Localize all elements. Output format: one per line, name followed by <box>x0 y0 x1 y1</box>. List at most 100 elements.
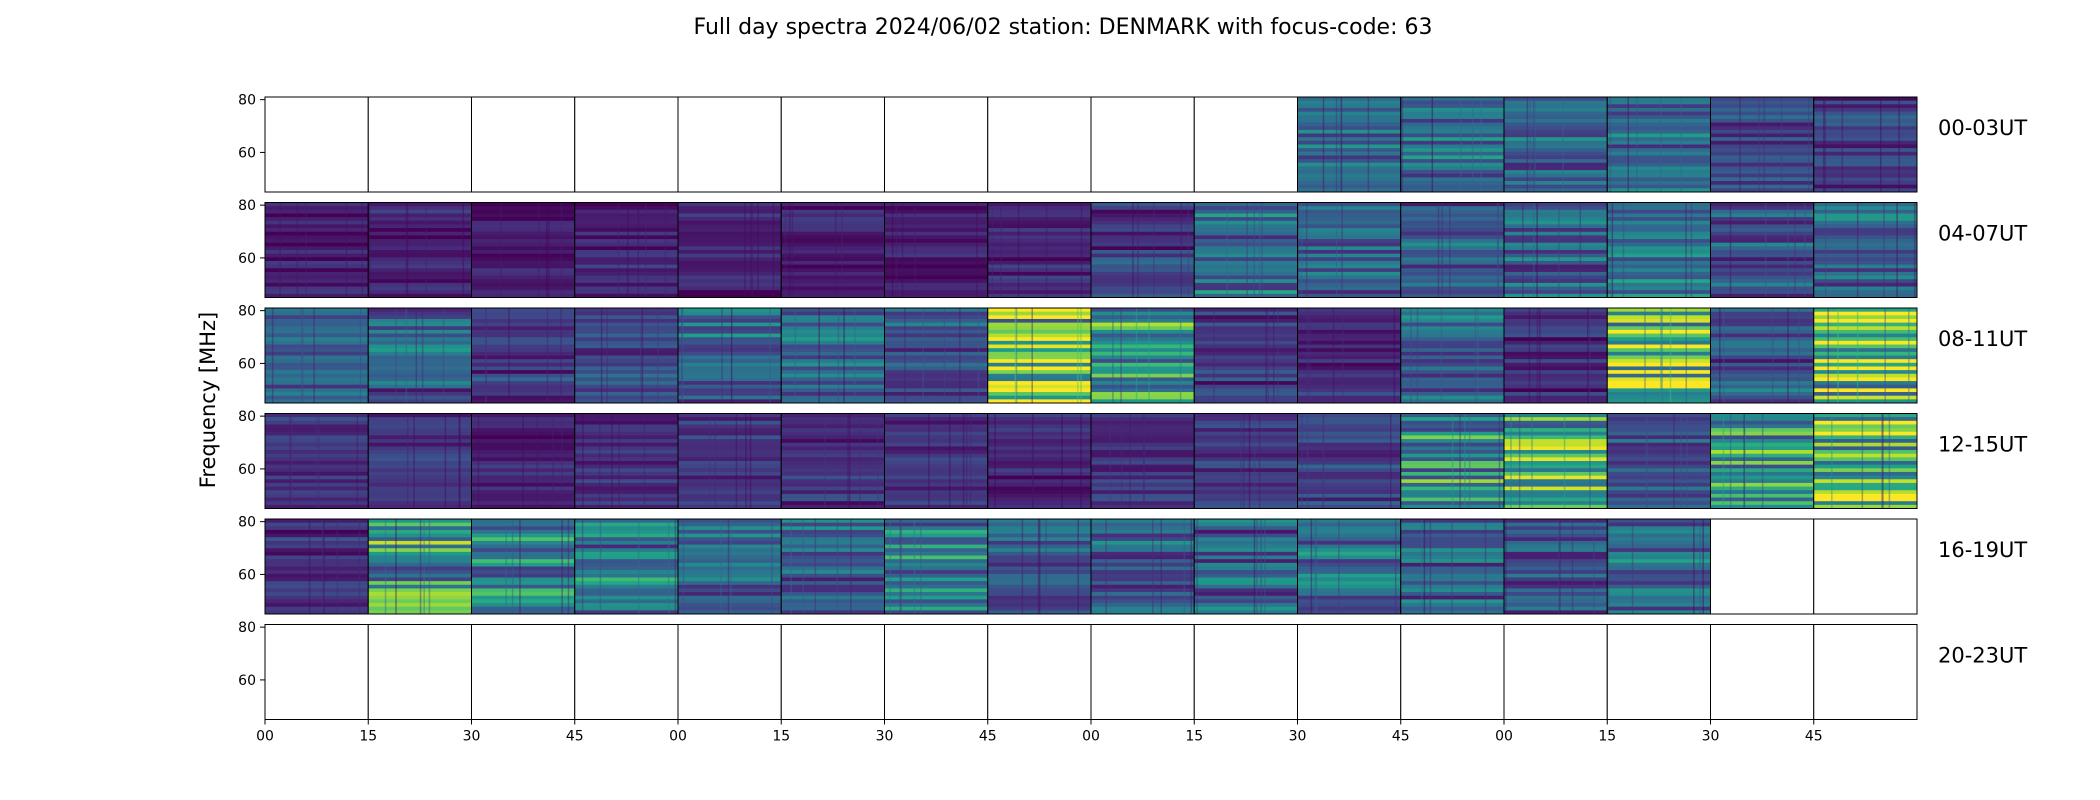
spectrum-band <box>1400 107 1504 113</box>
spectrum-band <box>884 377 988 382</box>
spectrum-band <box>1297 584 1401 589</box>
spectrum-band <box>781 471 885 477</box>
spectrum-band <box>368 435 472 440</box>
spectrum-band <box>1607 282 1711 287</box>
spectrum-panel <box>367 624 472 720</box>
y-tick-label: 80 <box>238 93 256 109</box>
spectrum-band <box>1813 290 1917 295</box>
spectrum-band <box>265 562 369 567</box>
spectrum-streak <box>1807 97 1810 192</box>
spectrum-band <box>678 592 782 597</box>
spectrum-band <box>368 453 472 458</box>
spectrum-streak <box>1758 97 1760 192</box>
spectrum-band <box>1400 417 1504 422</box>
spectrum-band <box>471 362 575 367</box>
spectrum-band <box>1710 431 1814 436</box>
spectrum-band <box>1091 599 1195 604</box>
spectrum-band <box>1607 588 1711 593</box>
spectrum-band <box>781 293 885 298</box>
spectrum-band <box>678 471 782 477</box>
empty-panel-bg <box>1504 624 1608 720</box>
spectrum-band <box>1504 537 1608 542</box>
spectrum-band <box>1194 290 1298 295</box>
spectrum-panel <box>1710 413 1815 509</box>
spectrum-band <box>574 559 678 564</box>
spectrum-band <box>1710 366 1814 371</box>
spectrum-band <box>368 326 472 331</box>
spectrum-band <box>265 242 369 247</box>
spectrum-streak <box>1659 97 1662 192</box>
spectrum-band <box>368 592 472 597</box>
spectrum-band <box>1400 228 1504 233</box>
spectrum-band <box>987 464 1091 469</box>
spectrum-band <box>1091 584 1195 589</box>
spectrum-band <box>678 271 782 276</box>
spectrum-streak <box>943 308 946 403</box>
spectrum-band <box>1813 468 1917 473</box>
spectrum-band <box>1194 424 1298 429</box>
spectrum-band <box>1710 373 1814 378</box>
spectrum-streak <box>914 202 916 298</box>
spectrum-band <box>1813 340 1917 345</box>
spectrum-band <box>1400 166 1504 171</box>
spectrum-band <box>987 202 1091 207</box>
spectrum-band <box>574 599 678 604</box>
y-tick-label: 60 <box>238 673 256 689</box>
spectrum-band <box>368 599 472 604</box>
spectrum-band <box>987 490 1091 495</box>
spectrum-band <box>265 442 369 447</box>
spectrum-band <box>1297 555 1401 560</box>
spectrum-band <box>1194 468 1298 473</box>
spectrum-band <box>678 260 782 266</box>
spectrum-band <box>1400 275 1504 280</box>
spectrum-band <box>1400 581 1504 586</box>
spectrum-band <box>265 413 369 418</box>
spectrum-band <box>1400 399 1504 404</box>
spectrum-streak <box>1129 413 1131 509</box>
spectrum-band <box>1297 235 1401 240</box>
spectrum-streak <box>1338 519 1340 614</box>
spectrum-streak <box>1451 413 1454 509</box>
spectrum-band <box>265 231 369 236</box>
spectrum-band <box>471 279 575 284</box>
spectrum-band <box>1710 333 1814 338</box>
spectrum-band <box>1194 453 1298 458</box>
spectrum-band <box>368 573 472 578</box>
spectrum-band <box>1813 315 1917 320</box>
spectrum-band <box>884 471 988 477</box>
spectrum-band <box>1400 311 1504 316</box>
spectrum-band <box>1297 442 1401 447</box>
spectrum-band <box>1091 293 1195 298</box>
spectrum-panel <box>780 413 885 509</box>
spectrum-band <box>1813 337 1917 342</box>
spectrum-band <box>1710 148 1814 153</box>
spectrum-band <box>471 428 575 433</box>
spectrum-band <box>987 486 1091 491</box>
spectrum-panel <box>574 96 679 193</box>
spectrum-band <box>884 610 988 615</box>
spectrum-band <box>1400 246 1504 251</box>
spectrum-band <box>1297 566 1401 571</box>
spectrum-band <box>1297 420 1401 425</box>
spectrum-band <box>1607 217 1711 222</box>
spectrum-band <box>1710 126 1814 131</box>
spectrum-band <box>1400 184 1504 189</box>
spectrum-band <box>574 464 678 469</box>
spectrum-band <box>781 555 885 560</box>
spectrum-band <box>1297 399 1401 404</box>
spectrum-streak <box>395 519 397 614</box>
spectrum-band <box>368 220 472 225</box>
spectrum-band <box>1710 468 1814 473</box>
spectrum-band <box>368 570 472 575</box>
spectrum-band <box>1400 464 1504 469</box>
spectrum-streak <box>667 519 670 614</box>
spectrum-band <box>1400 504 1504 509</box>
spectrum-band <box>884 559 988 564</box>
spectrum-band <box>781 464 885 469</box>
spectrum-band <box>1091 228 1195 233</box>
spectrum-band <box>678 540 782 545</box>
spectrum-band <box>1813 144 1917 149</box>
spectrum-band <box>781 559 885 564</box>
spectrum-band <box>1710 439 1814 444</box>
